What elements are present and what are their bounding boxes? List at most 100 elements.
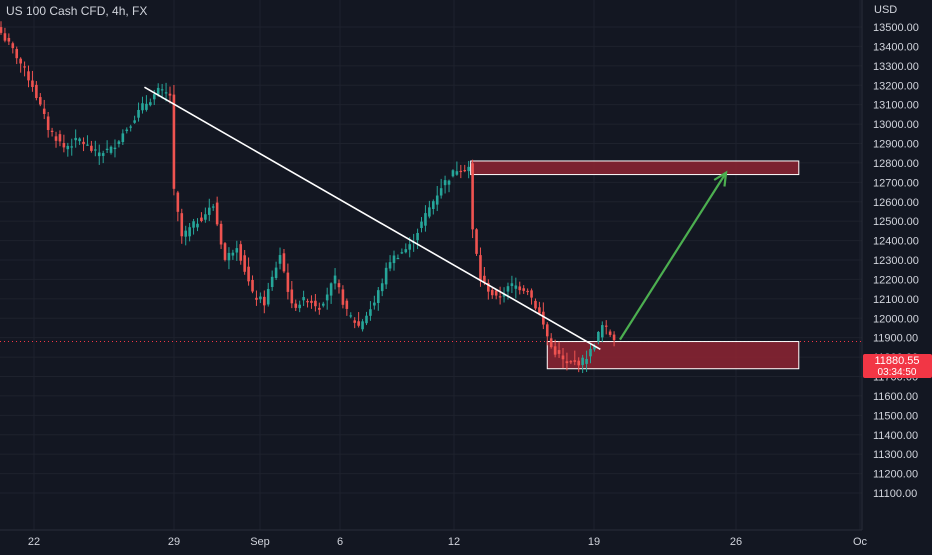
candle-body — [90, 145, 93, 151]
candle-body — [424, 213, 427, 226]
candle-body — [321, 303, 325, 306]
candle-body — [184, 230, 188, 237]
candle-body — [270, 276, 274, 287]
candle-body — [39, 97, 42, 105]
candle-body — [490, 289, 494, 296]
candle-body — [149, 102, 152, 106]
candle-body — [479, 255, 482, 281]
candle-body — [180, 213, 184, 237]
x-tick-label: 29 — [168, 536, 180, 548]
y-tick-label: 11300.00 — [873, 449, 918, 461]
candle-body — [376, 290, 380, 303]
y-tick-label: 12300.00 — [873, 255, 919, 267]
x-tick-label: 19 — [588, 536, 600, 548]
candle-body — [137, 109, 140, 118]
candle-body — [282, 253, 286, 272]
candle-body — [369, 309, 372, 316]
candle-body — [192, 221, 195, 228]
candle-body — [416, 232, 419, 241]
y-tick-label: 12200.00 — [873, 274, 919, 286]
candle-body — [15, 48, 19, 59]
y-tick-label: 12600.00 — [873, 197, 919, 209]
candle-body — [589, 348, 592, 357]
candle-body — [349, 315, 353, 317]
candle-body — [404, 249, 408, 253]
candle-body — [561, 355, 565, 360]
candle-body — [467, 166, 470, 172]
trendline[interactable] — [144, 86, 601, 351]
candle-body — [105, 148, 109, 151]
candle-body — [428, 207, 431, 217]
drawings[interactable] — [144, 86, 728, 351]
candle-body — [274, 267, 278, 279]
x-tick-label: 22 — [28, 536, 40, 548]
candle-body — [373, 302, 376, 306]
candle-body — [164, 92, 168, 94]
candle-body — [365, 315, 368, 324]
symbol-title[interactable]: US 100 Cash CFD, 4h, FX — [6, 4, 148, 18]
candle-body — [133, 120, 136, 123]
candle-body — [117, 141, 121, 145]
candle-body — [54, 136, 58, 141]
time-axis[interactable]: 22 29 Sep 6 12 19 26 Oc — [28, 536, 868, 548]
y-tick-label: 12400.00 — [873, 236, 919, 248]
y-tick-label: 13400.00 — [873, 41, 919, 53]
candle-body — [341, 289, 345, 305]
currency-label: USD — [874, 4, 898, 16]
candle-body — [522, 288, 525, 291]
candle-body — [577, 360, 581, 366]
price-axis[interactable]: 13500.00 13400.00 13300.00 13200.00 13100.00… — [873, 22, 919, 500]
candle-body — [337, 283, 341, 288]
arrow-shaft[interactable] — [619, 172, 728, 341]
candle-body — [207, 207, 211, 215]
candle-body — [487, 282, 490, 292]
price-badge: 11880.55 03:34:50 — [863, 354, 932, 378]
candle-body — [58, 134, 62, 142]
y-tick-label: 13500.00 — [873, 22, 919, 34]
candle-body — [310, 300, 313, 303]
x-tick-label: 26 — [730, 536, 742, 548]
candle-body — [581, 357, 584, 366]
candle-body — [518, 286, 522, 291]
candle-body — [46, 116, 50, 131]
y-tick-label: 13200.00 — [873, 80, 919, 92]
candle-body — [483, 275, 486, 283]
bar-countdown-label: 03:34:50 — [878, 367, 917, 378]
candle-body — [451, 170, 455, 177]
candle-body — [31, 80, 34, 87]
candle-body — [239, 244, 243, 261]
candle-body — [7, 37, 11, 42]
support-zone[interactable] — [546, 341, 800, 370]
candle-body — [408, 244, 412, 250]
price-badge-box — [863, 354, 932, 378]
y-tick-label: 13300.00 — [873, 61, 919, 73]
candle-body — [263, 296, 266, 306]
candle-body — [97, 152, 101, 157]
arrow-head[interactable] — [713, 170, 728, 187]
candle-body — [219, 223, 223, 245]
candle-body — [593, 345, 596, 350]
x-tick-label: Oc — [853, 536, 868, 548]
candle-body — [50, 130, 54, 132]
y-tick-label: 12700.00 — [873, 177, 919, 189]
candle-body — [612, 334, 616, 341]
y-tick-label: 12500.00 — [873, 216, 919, 228]
candle-body — [74, 137, 77, 141]
candle-body — [545, 324, 549, 337]
candle-body — [266, 288, 270, 305]
y-tick-label: 11900.00 — [873, 333, 918, 345]
candle-body — [392, 255, 396, 264]
resistance-zone[interactable] — [470, 160, 800, 176]
y-tick-label: 12000.00 — [873, 313, 919, 325]
candle-body — [357, 321, 360, 326]
candle-body — [325, 294, 329, 301]
candle-body — [145, 103, 148, 110]
candle-body — [82, 141, 85, 145]
candle-body — [553, 346, 557, 355]
candle-body — [176, 192, 180, 212]
candle-body — [298, 304, 301, 309]
zones[interactable] — [470, 160, 800, 370]
candle-body — [278, 255, 282, 264]
